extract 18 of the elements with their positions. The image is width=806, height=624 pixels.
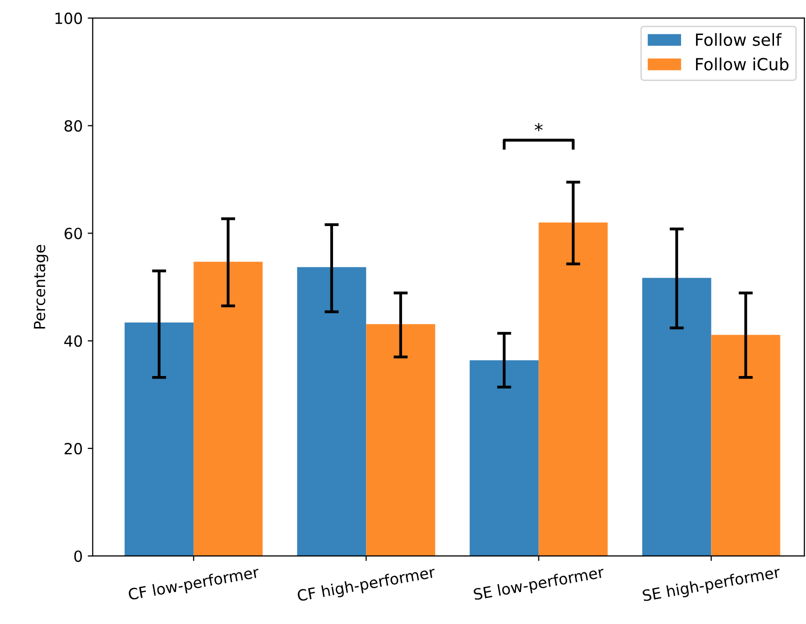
y-tick-label: 100 xyxy=(55,12,82,24)
legend-label: Follow iCub xyxy=(696,58,788,70)
bar xyxy=(642,278,712,556)
y-tick-label: 0 xyxy=(74,550,82,562)
y-axis-title: Percentage xyxy=(34,244,48,329)
bar xyxy=(470,360,539,556)
bar xyxy=(538,222,608,556)
y-tick-label: 60 xyxy=(64,228,82,240)
bar xyxy=(711,334,780,556)
annotation: * xyxy=(534,123,543,132)
y-tick-label: 80 xyxy=(64,120,82,132)
bar xyxy=(124,322,194,556)
legend-label: Follow self xyxy=(696,33,782,46)
y-tick-label: 40 xyxy=(64,335,82,347)
y-tick-label: 20 xyxy=(64,442,82,454)
bar xyxy=(366,324,436,556)
bar xyxy=(297,267,366,556)
bar xyxy=(194,262,263,556)
